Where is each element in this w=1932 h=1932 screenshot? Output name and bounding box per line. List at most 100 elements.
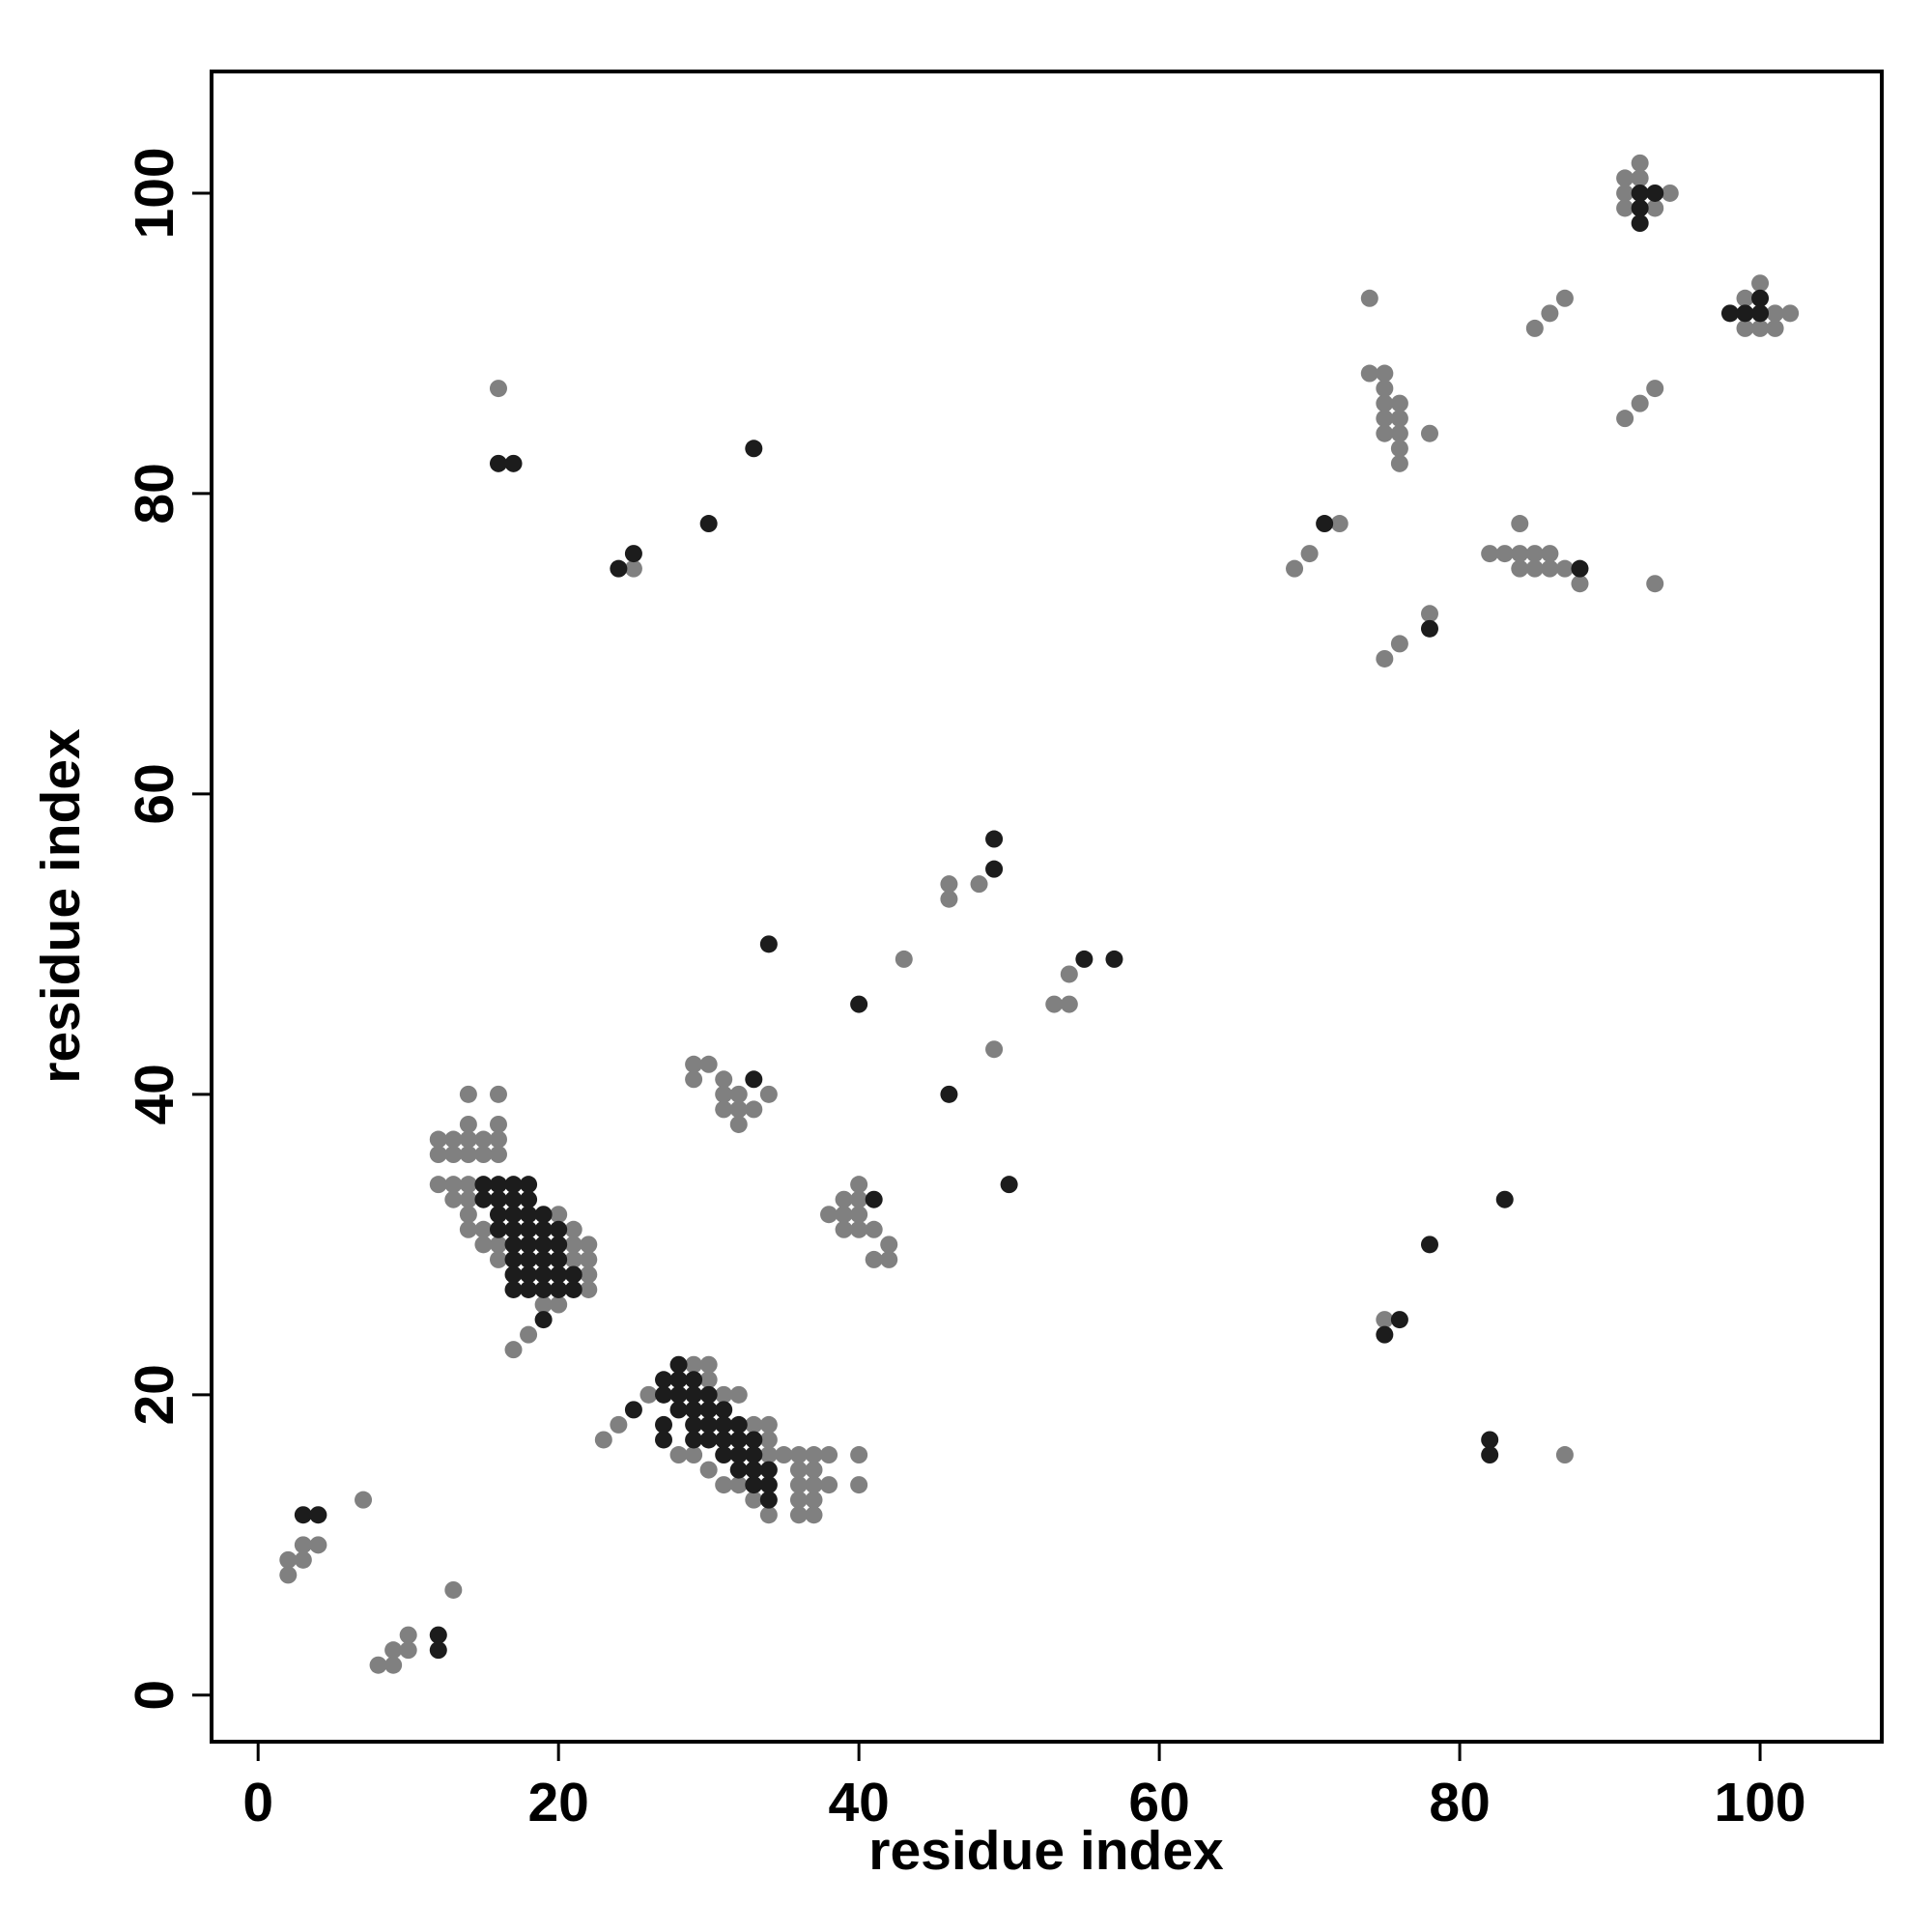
point	[1541, 545, 1559, 563]
point	[564, 1250, 582, 1268]
x-axis-label: residue index	[868, 1820, 1224, 1882]
point	[474, 1220, 493, 1238]
point	[1105, 950, 1123, 968]
point	[699, 1431, 718, 1449]
point	[940, 1085, 958, 1103]
point	[1631, 169, 1649, 187]
point	[745, 440, 763, 458]
point	[1390, 440, 1408, 458]
point	[759, 935, 778, 953]
point	[985, 860, 1004, 878]
point	[1631, 214, 1649, 233]
point	[1631, 154, 1649, 172]
point	[865, 1250, 883, 1268]
point	[1420, 605, 1438, 623]
point	[835, 1190, 853, 1208]
point	[820, 1476, 838, 1494]
plot-frame	[210, 70, 1884, 1744]
point	[729, 1431, 748, 1449]
point	[1000, 1176, 1018, 1194]
point	[759, 1431, 778, 1449]
point	[504, 1236, 523, 1254]
point	[1511, 515, 1529, 533]
point	[745, 1431, 763, 1449]
point	[699, 1401, 718, 1419]
point	[745, 1461, 763, 1479]
point	[489, 1190, 507, 1208]
point	[504, 1206, 523, 1224]
point	[1720, 304, 1739, 323]
point	[1646, 184, 1664, 202]
point	[520, 1250, 538, 1268]
y-axis-label: residue index	[30, 728, 92, 1084]
point	[429, 1130, 447, 1149]
point	[1420, 1236, 1438, 1254]
point	[459, 1176, 477, 1194]
point	[685, 1355, 703, 1374]
point	[759, 1446, 778, 1464]
point	[745, 1415, 763, 1434]
point	[715, 1431, 733, 1449]
point	[550, 1220, 568, 1238]
point	[1390, 1311, 1408, 1329]
point	[504, 1190, 523, 1208]
point	[729, 1461, 748, 1479]
point	[759, 1461, 778, 1479]
point	[1555, 559, 1574, 578]
point	[1631, 394, 1649, 412]
point	[729, 1085, 748, 1103]
point	[985, 1040, 1004, 1059]
point	[489, 454, 507, 472]
point	[429, 1641, 447, 1660]
point	[610, 1415, 628, 1434]
point	[699, 1415, 718, 1434]
point	[580, 1265, 598, 1284]
point	[580, 1236, 598, 1254]
point	[669, 1401, 688, 1419]
point	[534, 1236, 553, 1254]
point	[715, 1385, 733, 1404]
point	[729, 1476, 748, 1494]
point	[715, 1085, 733, 1103]
point	[699, 1055, 718, 1073]
point	[805, 1491, 823, 1509]
y-tick-label: 100	[124, 147, 185, 239]
point	[489, 1220, 507, 1238]
point	[1571, 559, 1589, 578]
point	[639, 1385, 658, 1404]
point	[1616, 199, 1634, 217]
point	[1286, 559, 1304, 578]
point	[655, 1415, 673, 1434]
point	[745, 1070, 763, 1089]
point	[685, 1446, 703, 1464]
point	[504, 1220, 523, 1238]
point	[1781, 304, 1800, 323]
point	[865, 1220, 883, 1238]
point	[685, 1415, 703, 1434]
point	[459, 1130, 477, 1149]
point	[699, 1461, 718, 1479]
point	[1075, 950, 1094, 968]
point	[459, 1190, 477, 1208]
point	[1390, 394, 1408, 412]
x-tick-label: 0	[242, 1772, 273, 1833]
point	[355, 1491, 373, 1509]
y-tick-label: 0	[124, 1680, 185, 1711]
point	[715, 1401, 733, 1419]
point	[489, 1115, 507, 1133]
point	[1525, 545, 1544, 563]
point	[1300, 545, 1319, 563]
point	[1541, 304, 1559, 323]
point	[279, 1566, 298, 1584]
point	[564, 1236, 582, 1254]
point	[1495, 1190, 1514, 1208]
point	[1511, 545, 1529, 563]
point	[850, 1220, 868, 1238]
point	[489, 1250, 507, 1268]
point	[594, 1431, 612, 1449]
point	[1360, 289, 1378, 307]
point	[669, 1446, 688, 1464]
point	[1631, 199, 1649, 217]
point	[1766, 319, 1784, 337]
point	[729, 1385, 748, 1404]
